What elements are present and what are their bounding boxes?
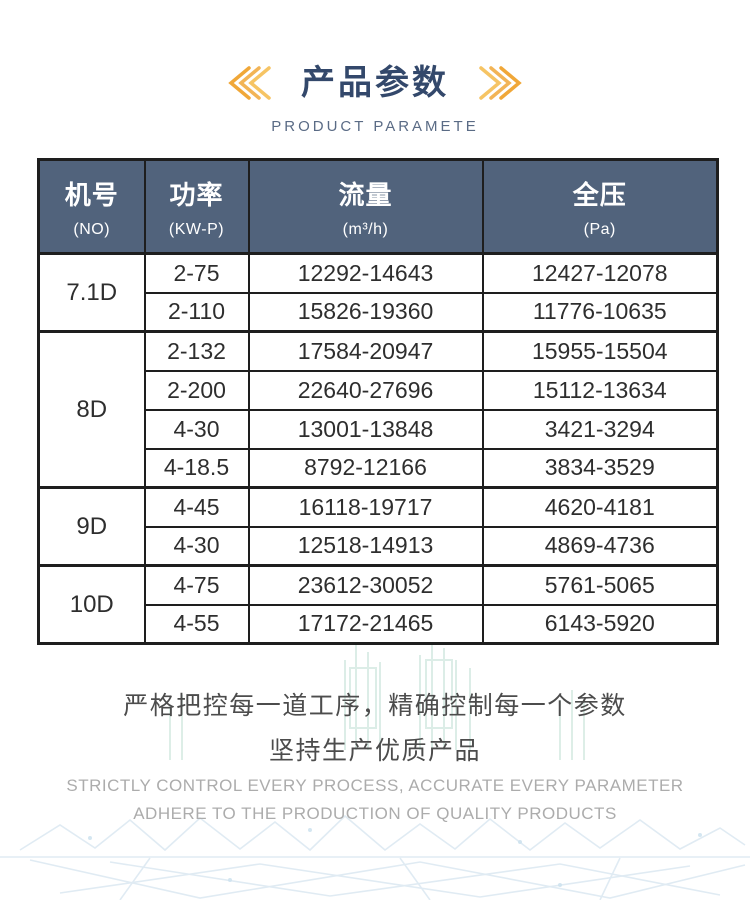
- col-header-model: 机号 (NO): [37, 158, 146, 255]
- col-header-model-unit: (NO): [73, 220, 111, 238]
- page-subtitle: PRODUCT PARAMETE: [271, 118, 479, 135]
- spec-table: 机号 (NO) 功率 (KW-P) 流量 (m³/h) 全压: [37, 158, 719, 645]
- col-header-power-zh: 功率: [169, 179, 224, 210]
- table-header-row: 机号 (NO) 功率 (KW-P) 流量 (m³/h) 全压: [37, 158, 719, 255]
- flow-cell: 12518-14913: [247, 525, 484, 567]
- model-cell: 10D: [37, 564, 146, 645]
- pressure-cell: 4869-4736: [481, 525, 719, 567]
- pressure-cell: 15112-13634: [481, 369, 719, 411]
- table-row: 7.1D 2-75 12292-14643 12427-12078: [37, 252, 719, 333]
- flow-cell: 12292-14643: [247, 252, 484, 294]
- flow-cell: 17172-21465: [247, 603, 484, 645]
- model-cell: 8D: [37, 330, 146, 489]
- power-cell: 4-75: [143, 564, 250, 606]
- col-header-flow: 流量 (m³/h): [247, 158, 484, 255]
- pressure-cell: 3834-3529: [481, 447, 719, 489]
- power-cell: 4-30: [143, 408, 250, 450]
- page-title: 产品参数: [301, 64, 449, 102]
- slogan-zh-line2: 坚持生产优质产品: [268, 737, 481, 765]
- page-header: 产品参数: [0, 64, 750, 102]
- col-header-model-zh: 机号: [64, 179, 119, 210]
- power-cell: 2-200: [143, 369, 250, 411]
- power-cell: 2-75: [143, 252, 250, 294]
- col-header-pressure: 全压 (Pa): [481, 158, 719, 255]
- pressure-cell: 6143-5920: [481, 603, 719, 645]
- model-cell: 7.1D: [37, 252, 146, 333]
- flow-cell: 8792-12166: [247, 447, 484, 489]
- col-header-power-unit: (KW-P): [168, 220, 225, 238]
- flow-cell: 16118-19717: [247, 486, 484, 528]
- flow-cell: 13001-13848: [247, 408, 484, 450]
- power-cell: 2-132: [143, 330, 250, 372]
- table-row: 4-30 13001-13848 3421-3294: [39, 408, 719, 450]
- table-row: 4-18.5 8792-12166 3834-3529: [39, 447, 719, 489]
- table-row: 2-200 22640-27696 15112-13634: [39, 369, 719, 411]
- power-cell: 4-30: [143, 525, 250, 567]
- col-header-flow-zh: 流量: [338, 179, 393, 210]
- pressure-cell: 15955-15504: [481, 330, 719, 372]
- col-header-power: 功率 (KW-P): [143, 158, 250, 255]
- flow-cell: 17584-20947: [247, 330, 484, 372]
- power-cell: 4-55: [143, 603, 250, 645]
- table-row: 4-55 17172-21465 6143-5920: [39, 603, 719, 645]
- power-cell: 4-18.5: [143, 447, 250, 489]
- col-header-pressure-zh: 全压: [572, 179, 627, 210]
- pressure-cell: 5761-5065: [481, 564, 719, 606]
- table-row: 4-30 12518-14913 4869-4736: [39, 525, 719, 567]
- col-header-flow-unit: (m³/h): [342, 220, 389, 238]
- table-row: 9D 4-45 16118-19717 4620-4181: [37, 486, 719, 567]
- pressure-cell: 3421-3294: [481, 408, 719, 450]
- col-header-pressure-unit: (Pa): [583, 220, 616, 238]
- table-row: 2-110 15826-19360 11776-10635: [39, 291, 719, 333]
- flow-cell: 22640-27696: [247, 369, 484, 411]
- flow-cell: 23612-30052: [247, 564, 484, 606]
- pressure-cell: 4620-4181: [481, 486, 719, 528]
- slogan-zh-line1: 严格把控每一道工序，精确控制每一个参数: [123, 692, 627, 720]
- slogan-en-line2: ADHERE TO THE PRODUCTION OF QUALITY PROD…: [133, 804, 617, 823]
- table-row: 8D 2-132 17584-20947 15955-15504: [37, 330, 719, 489]
- table-row: 10D 4-75 23612-30052 5761-5065: [37, 564, 719, 645]
- pressure-cell: 11776-10635: [481, 291, 719, 333]
- power-cell: 2-110: [143, 291, 250, 333]
- pressure-cell: 12427-12078: [481, 252, 719, 294]
- model-cell: 9D: [37, 486, 146, 567]
- chevrons-left-icon: [225, 64, 273, 102]
- flow-cell: 15826-19360: [247, 291, 484, 333]
- slogan-en-line1: STRICTLY CONTROL EVERY PROCESS, ACCURATE…: [66, 776, 684, 795]
- chevrons-right-icon: [477, 64, 525, 102]
- spec-table-body: 7.1D 2-75 12292-14643 12427-12078 2-110 15826…: [37, 252, 719, 645]
- power-cell: 4-45: [143, 486, 250, 528]
